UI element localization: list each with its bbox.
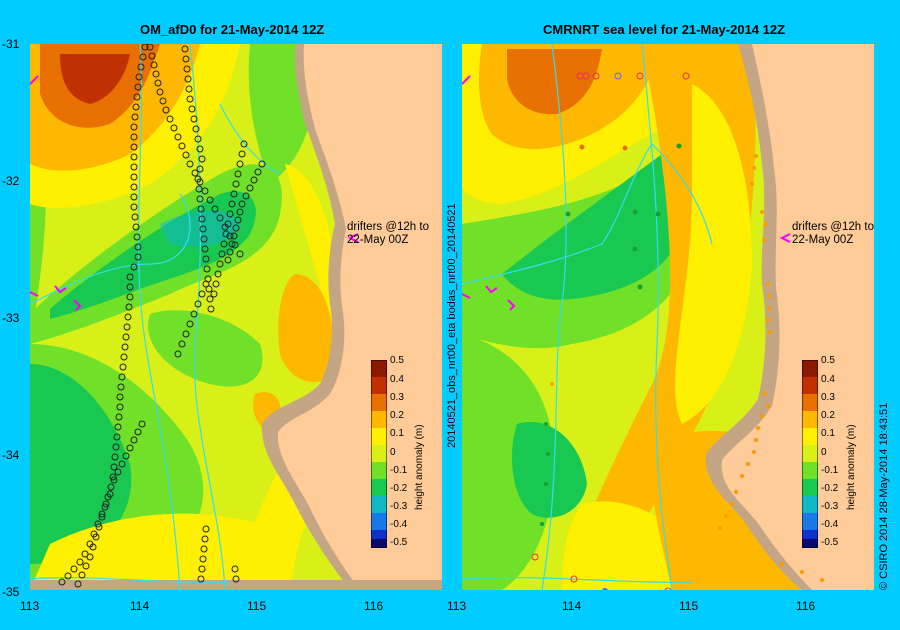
- colorbar-tick: -0.1: [390, 465, 408, 476]
- y-tick-label: -34: [2, 448, 20, 462]
- right-colorbar: [802, 360, 818, 548]
- colorbar-tick: -0.2: [821, 483, 839, 494]
- colorbar-tick: 0.4: [390, 374, 404, 385]
- x-tick-label: 113: [20, 599, 40, 613]
- y-tick-label: -33: [2, 311, 20, 325]
- colorbar-tick: -0.2: [390, 483, 408, 494]
- colorbar-tick: -0.3: [821, 501, 839, 512]
- colorbar-tick: 0.2: [821, 410, 835, 421]
- colorbar-tick: 0.4: [821, 374, 835, 385]
- colorbar-label: height anomaly (m): [414, 424, 425, 510]
- colorbar-tick: 0.3: [821, 392, 835, 403]
- colorbar-tick: -0.5: [821, 537, 839, 548]
- colorbar-tick: 0.1: [390, 428, 404, 439]
- x-tick-label: 115: [247, 599, 267, 613]
- right-panel-side-text: 20140521_obs_nrt00_eta bodas_nrt00_20140…: [446, 203, 458, 448]
- right-panel-title: CMRNRT sea level for 21-May-2014 12Z: [543, 22, 786, 37]
- drifter-label-line: 22-May 00Z: [347, 234, 409, 246]
- right-map: [462, 44, 874, 590]
- x-tick-label: 114: [562, 599, 582, 613]
- colorbar-label: height anomaly (m): [846, 424, 857, 510]
- left-colorbar: [371, 360, 387, 548]
- x-tick-label: 116: [364, 599, 384, 613]
- colorbar-tick: 0.5: [821, 355, 835, 366]
- colorbar-tick: -0.3: [390, 501, 408, 512]
- drifter-label-line: drifters @12h to: [347, 221, 429, 233]
- colorbar-tick: 0: [821, 447, 827, 458]
- colorbar-tick: 0.1: [821, 428, 835, 439]
- x-tick-label: 116: [796, 599, 816, 613]
- colorbar-tick: -0.4: [821, 519, 839, 530]
- credit-text: © CSIRO 2014 28-May-2014 18:43:51: [878, 402, 890, 590]
- x-tick-label: 114: [130, 599, 150, 613]
- colorbar-tick: -0.4: [390, 519, 408, 530]
- y-tick-label: -31: [2, 37, 20, 51]
- left-map: [30, 44, 442, 590]
- colorbar-tick: 0.2: [390, 410, 404, 421]
- x-tick-label: 115: [679, 599, 699, 613]
- right-drifter-label: drifters @12h to 22-May 00Z: [792, 221, 874, 247]
- colorbar-tick: 0: [390, 447, 396, 458]
- drifter-label-line: drifters @12h to: [792, 221, 874, 233]
- left-drifter-label: drifters @12h to 22-May 00Z: [347, 221, 429, 247]
- drifter-label-line: 22-May 00Z: [792, 234, 854, 246]
- colorbar-tick: -0.5: [390, 537, 408, 548]
- colorbar-tick: -0.1: [821, 465, 839, 476]
- left-panel-title: OM_afD0 for 21-May-2014 12Z: [140, 22, 325, 37]
- y-tick-label: -32: [2, 174, 20, 188]
- y-tick-label: -35: [2, 585, 20, 599]
- x-tick-label: 113: [447, 599, 467, 613]
- colorbar-tick: 0.5: [390, 355, 404, 366]
- colorbar-tick: 0.3: [390, 392, 404, 403]
